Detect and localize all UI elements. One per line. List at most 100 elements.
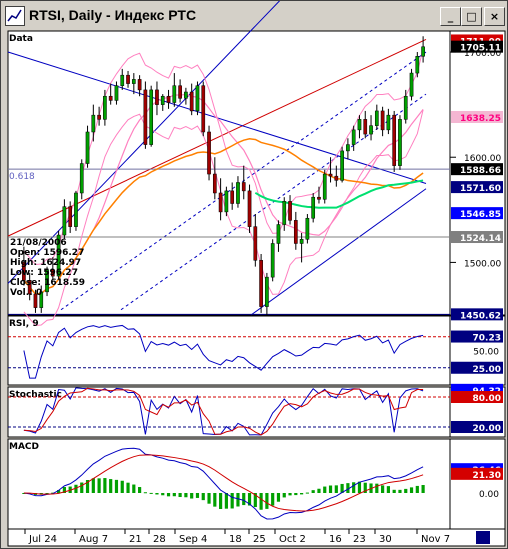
price-label-bg (451, 308, 503, 321)
candle-body (137, 79, 142, 91)
macd-histogram-bar (363, 482, 367, 493)
x-tick-label: Sep 4 (179, 534, 207, 545)
x-tick-label: Jul 24 (28, 534, 57, 545)
macd-histogram-bar (236, 493, 240, 507)
sto-label-bg (451, 391, 503, 403)
macd-histogram-bar (149, 492, 153, 494)
macd-histogram-bar (184, 493, 188, 498)
rsi-label-bg (451, 330, 503, 343)
candle-body (207, 131, 211, 175)
macd-histogram-bar (172, 493, 176, 497)
macd-histogram-bar (91, 478, 95, 493)
macd-histogram-bar (392, 489, 396, 493)
macd-histogram-bar (404, 488, 408, 493)
candle-body (247, 190, 252, 227)
candle-body (50, 269, 55, 277)
candle-body (236, 182, 240, 204)
minimize-button[interactable]: _ (440, 7, 461, 26)
panel-sto (7, 386, 506, 438)
candle-body (386, 114, 391, 131)
panel-macd (7, 438, 506, 530)
candle-body (68, 206, 73, 227)
ohlc-info-line: High: 1624.97 (10, 258, 81, 268)
candle-body (224, 190, 229, 213)
candle-body (322, 173, 327, 200)
candle-body (103, 95, 107, 120)
candle-body (409, 72, 414, 97)
macd-histogram-bar (120, 480, 124, 493)
title-bar[interactable]: RTSI, Daily - Индекс РТС _ □ × (3, 3, 505, 28)
candle-body (380, 110, 385, 131)
macd-histogram-bar (375, 483, 379, 493)
candle-body (97, 114, 101, 120)
candle-body (346, 144, 350, 152)
macd-line (23, 447, 424, 520)
panel-title-rsi: RSI, 9 (9, 319, 39, 329)
ohlc-info-line: Open: 1596.27 (10, 248, 84, 258)
maximize-icon: □ (466, 10, 477, 23)
x-tick-label: 16 (329, 534, 342, 545)
candle-body (241, 182, 246, 192)
price-label-bg (451, 181, 503, 194)
macd-histogram-bar (409, 487, 414, 493)
stochastic-d-line (23, 387, 424, 436)
price-label: 1450.62 (460, 311, 501, 321)
price-label: 1638.25 (460, 114, 501, 124)
macd-histogram-bar (421, 485, 425, 493)
bollinger-upper (23, 48, 424, 266)
macd-histogram-bar (253, 493, 257, 508)
macd-histogram-bar (398, 489, 402, 493)
ohlc-info-line: 21/08/2006 (10, 238, 67, 248)
candle-body (160, 95, 165, 105)
macd-histogram-bar (334, 485, 338, 493)
candle-body (340, 150, 344, 181)
macd-histogram-bar (114, 479, 119, 493)
macd-histogram-bar (271, 493, 275, 506)
x-tick-label: 23 (353, 534, 366, 545)
candle-body (184, 91, 188, 99)
x-tick-label: 18 (229, 534, 242, 545)
price-label-bg (451, 110, 503, 123)
mid-channel-line-2 (120, 93, 427, 311)
candle-body (155, 89, 159, 105)
macd-histogram-bar (323, 486, 327, 493)
candle-body (201, 85, 206, 133)
price-label-bg (451, 40, 503, 53)
candle-body (276, 224, 281, 244)
candle-body (357, 119, 362, 131)
macd-signal-line (23, 454, 424, 512)
candle-body (120, 74, 125, 86)
macd-histogram-bar (74, 484, 78, 493)
price-label-bg (451, 207, 503, 220)
candle-body (218, 192, 223, 213)
ohlc-info-line: Close: 1618.59 (10, 278, 85, 288)
candle-body (74, 192, 78, 227)
x-axis-bar (7, 528, 506, 547)
maximize-button[interactable]: □ (461, 7, 482, 26)
scroll-right-button[interactable] (476, 531, 490, 544)
candle-body (328, 173, 333, 177)
candle-body (305, 217, 310, 240)
candle-body (398, 119, 402, 166)
price-tick-label: 1500.00 (464, 259, 501, 269)
macd-histogram-bar (57, 490, 61, 493)
macd-histogram-bar (138, 487, 142, 493)
rsi-label-bg (451, 361, 503, 374)
macd-histogram-bar (282, 493, 286, 498)
macd-histogram-bar (415, 485, 419, 493)
candle-body (421, 46, 425, 57)
macd-histogram-bar (242, 493, 246, 506)
candle-body (91, 114, 96, 133)
candle-body (62, 206, 67, 236)
close-button[interactable]: × (484, 7, 505, 26)
macd-histogram-bar (265, 493, 269, 509)
candle-body (195, 85, 200, 112)
candle-body (334, 175, 339, 181)
candle-body (39, 291, 44, 308)
candle-body (27, 280, 32, 295)
macd-histogram-bar (190, 493, 194, 499)
price-label: 1524.14 (460, 234, 501, 244)
price-tick-label: 1700.00 (464, 49, 501, 59)
candle-body (265, 276, 269, 307)
